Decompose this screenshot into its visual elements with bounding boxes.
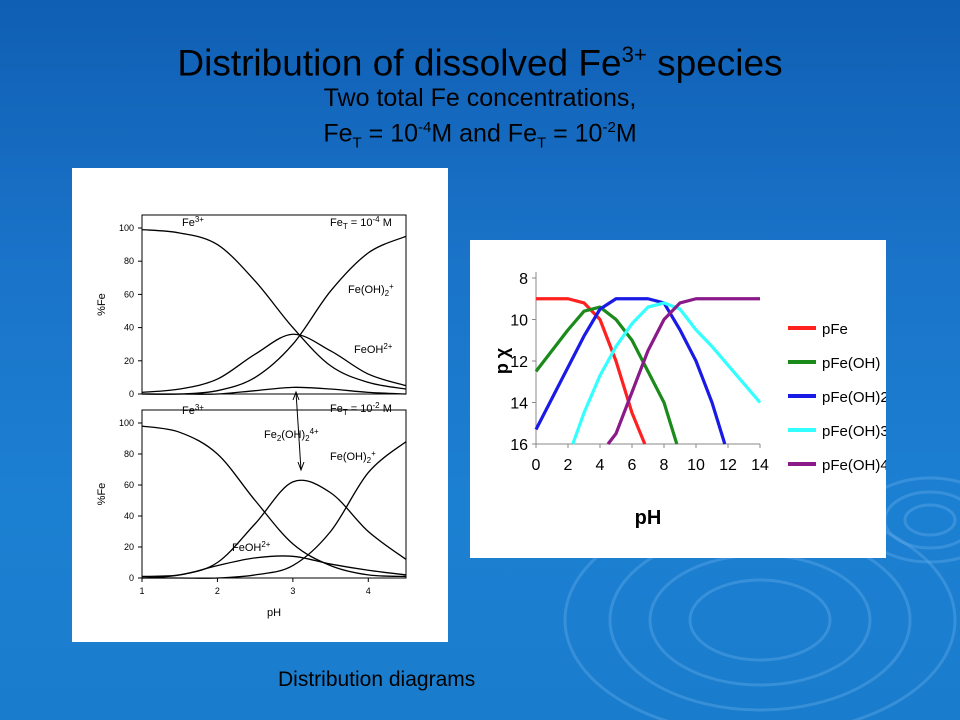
y-tick-label: 8 — [519, 271, 528, 288]
caption-text: Distribution diagrams — [278, 668, 476, 691]
y-tick-label: 40 — [124, 323, 134, 333]
legend-label: pFe(OH)3 — [822, 423, 886, 440]
y-tick-label: 12 — [510, 354, 528, 371]
series-line-fe2oh24 — [142, 386, 407, 395]
x-tick-label: 1 — [139, 586, 144, 596]
fe-species-chart-svg: 0 20 40 60 80 100 %Fe 0 20 40 60 80 100 %Fe 1 2 3 4 pH Fe3… — [96, 214, 407, 619]
series-line-fe3 — [141, 425, 407, 578]
y-axis-label: %Fe — [96, 293, 108, 316]
label-feoh-top: FeOH2+ — [354, 342, 393, 356]
fe-species-distribution-chart: 0 20 40 60 80 100 %Fe 0 20 40 60 80 100 %Fe 1 2 3 4 pH Fe3… — [72, 168, 448, 642]
x-axis-label: pH — [635, 507, 662, 529]
y-tick-label: 60 — [124, 480, 134, 490]
label-fe3-bottom: Fe3+ — [182, 403, 204, 417]
y-axis-label: p χ — [492, 347, 512, 374]
label-feoh-bottom: FeOH2+ — [232, 540, 271, 554]
arrowhead-up — [292, 390, 300, 401]
x-tick-label: 6 — [628, 457, 637, 474]
y-tick-label: 20 — [124, 356, 134, 366]
x-tick-label: 3 — [290, 586, 295, 596]
label-fe2oh2-bottom: Fe2(OH)24+ — [264, 427, 319, 443]
y-tick-label: 100 — [119, 223, 134, 233]
series-line-feoh2 — [141, 333, 407, 393]
label-feT-bottom: FeT = 10-2 M — [330, 401, 392, 417]
legend-label: pFe(OH) — [822, 355, 880, 372]
label-feT-top: FeT = 10-4 M — [330, 215, 392, 231]
series-line-pfeoh — [534, 305, 679, 445]
label-feoh2-bottom: Fe(OH)2+ — [330, 449, 376, 465]
y-axis-label: %Fe — [96, 483, 108, 506]
x-tick-label: 10 — [687, 457, 705, 474]
y-tick-label: 10 — [510, 313, 528, 330]
x-tick-label: 2 — [564, 457, 573, 474]
subtitle-line2: FeT = 10-4M and FeT = 10-2M — [323, 119, 637, 152]
y-tick-label: 16 — [510, 437, 528, 454]
y-tick-label: 20 — [124, 542, 134, 552]
p-chi-chart-svg: 8 10 12 14 160 2 4 6 8 10 12 14 pH p χ pFe pFe(OH) pFe(O… — [492, 271, 889, 529]
y-tick-label: 0 — [129, 573, 134, 583]
y-tick-label: 60 — [124, 289, 134, 299]
title-main: Distribution of dissolved Fe3+ species — [177, 42, 783, 84]
label-fe3-top: Fe3+ — [182, 215, 204, 229]
x-tick-label: 14 — [751, 457, 769, 474]
p-chi-vs-ph-chart: 8 10 12 14 16 0 2 4 6 8 10 12 14 pH p χ pFe pFe(OH) pFe(O… — [470, 240, 889, 558]
series-line-fe2oh24 — [141, 479, 407, 579]
y-tick-label: 0 — [129, 389, 134, 399]
series-line-feoh2 — [141, 555, 407, 578]
series-line-pfeoh2 — [534, 297, 727, 445]
x-tick-label: 0 — [532, 457, 541, 474]
panel-frame-0 — [141, 214, 407, 395]
legend-label: pFe(OH)2 — [822, 389, 886, 406]
subtitle-line1: Two total Fe concentrations, — [323, 84, 637, 113]
series-line-feoh2 — [141, 235, 407, 395]
fe2oh2-pointer-arrow — [295, 391, 302, 471]
series-line-fe3 — [141, 229, 407, 390]
legend-label: pFe — [822, 321, 848, 338]
series-line-pfeoh4 — [606, 297, 760, 445]
x-tick-label: 2 — [215, 586, 220, 596]
slide-title: Distribution of dissolved Fe3+ species T… — [0, 34, 960, 158]
series-line-feoh2 — [142, 441, 407, 579]
y-tick-label: 40 — [124, 511, 134, 521]
x-tick-label: 8 — [660, 457, 669, 474]
x-tick-label: 4 — [366, 586, 371, 596]
panel-frame-1 — [141, 409, 407, 579]
x-tick-label: 12 — [719, 457, 737, 474]
label-feoh2-top: Fe(OH)2+ — [348, 282, 394, 298]
series-line-pfe — [536, 297, 647, 445]
arrowhead-down — [297, 461, 305, 472]
x-axis-label: pH — [267, 607, 281, 619]
series-line-pfeoh3 — [571, 301, 762, 445]
y-tick-label: 14 — [510, 396, 528, 413]
legend-label: pFe(OH)4 — [822, 457, 886, 474]
y-tick-label: 80 — [124, 256, 134, 266]
y-tick-label: 80 — [124, 449, 134, 459]
x-tick-label: 4 — [596, 457, 605, 474]
y-tick-label: 100 — [119, 418, 134, 428]
